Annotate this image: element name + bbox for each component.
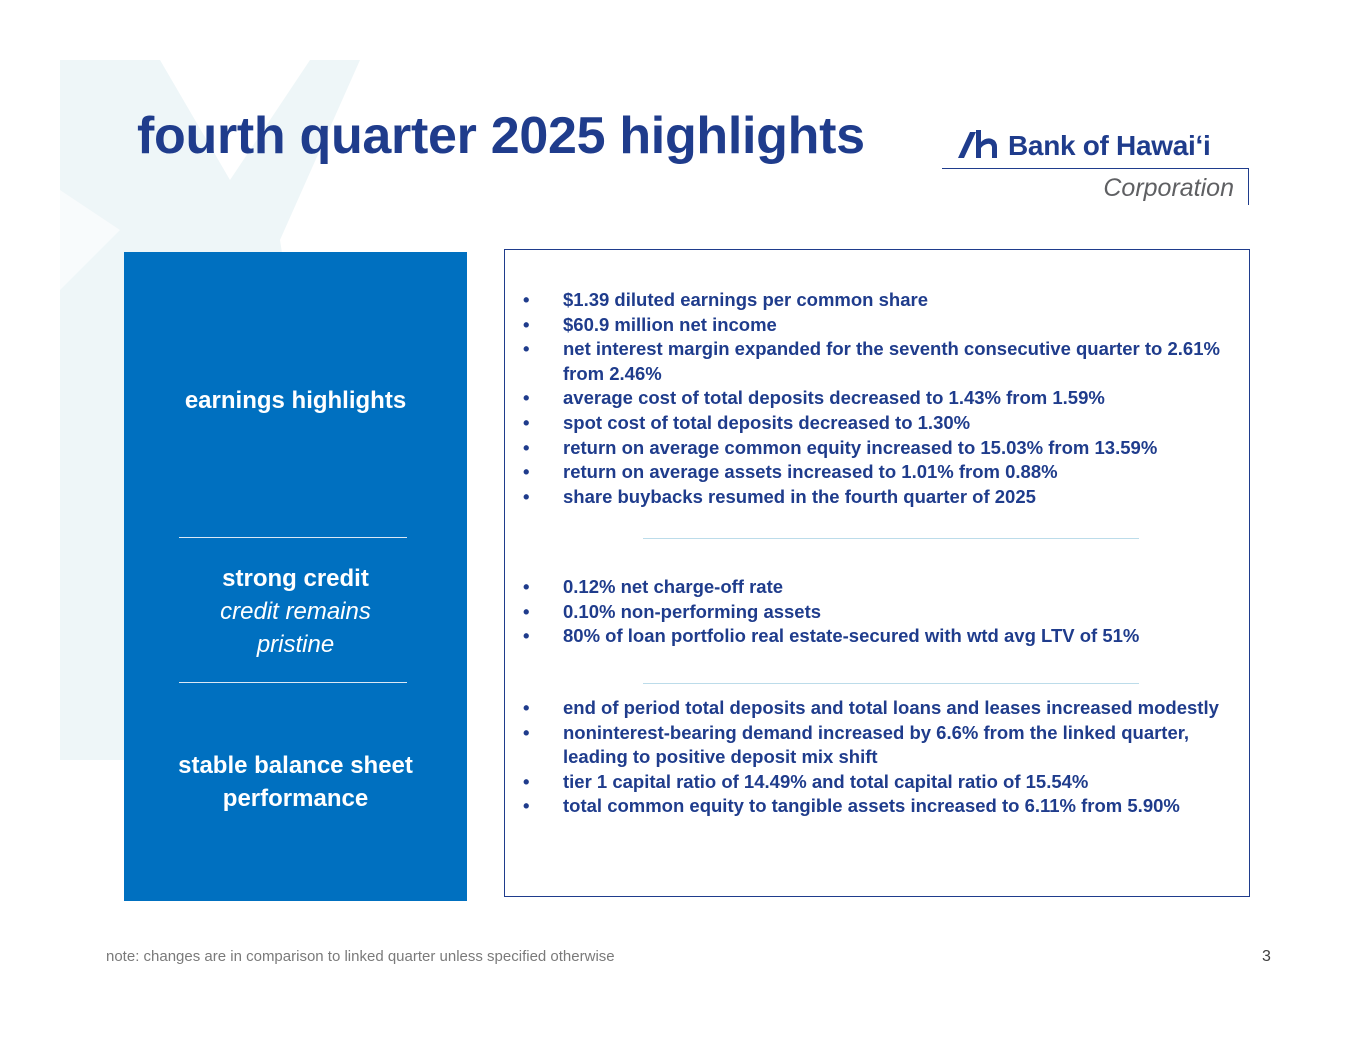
logo-vertical-rule — [1248, 168, 1249, 205]
bullet-icon: • — [523, 461, 530, 483]
bullet-icon: • — [523, 313, 530, 335]
list-item: • return on average assets increased to 1… — [523, 460, 1239, 485]
section-heading-balance-sheet: stable balance sheet performance — [124, 749, 467, 815]
panel-divider — [179, 682, 407, 683]
bullet-icon: • — [523, 600, 530, 622]
section-divider — [643, 538, 1139, 539]
list-item-text: net interest margin expanded for the sev… — [563, 338, 1220, 384]
list-item-text: 0.10% non-performing assets — [563, 600, 822, 622]
list-item-text: total common equity to tangible assets i… — [563, 795, 1180, 817]
bullet-list-earnings: • $1.39 diluted earnings per common share… — [523, 288, 1239, 509]
bank-logo-icon — [958, 130, 997, 158]
list-item-text: average cost of total deposits decreased… — [563, 387, 1105, 409]
bullet-icon: • — [523, 436, 530, 458]
bullet-icon: • — [523, 697, 530, 718]
bullet-icon: • — [523, 387, 530, 409]
list-item-text: share buybacks resumed in the fourth qua… — [563, 485, 1036, 507]
section-heading-label: stable balance sheet performance — [178, 752, 413, 812]
bullet-icon: • — [523, 770, 530, 792]
list-item-text: 0.12% net charge-off rate — [563, 576, 784, 597]
section-heading-earnings: earnings highlights — [124, 384, 467, 417]
list-item: • $60.9 million net income — [523, 313, 1239, 338]
panel-divider — [179, 537, 407, 538]
bullet-icon: • — [523, 625, 530, 647]
bullet-icon: • — [523, 576, 530, 597]
list-item: • $1.39 diluted earnings per common share — [523, 288, 1239, 313]
bank-logo-name: Bank of Hawaiʻi — [1008, 130, 1211, 161]
category-panel: earnings highlights strong credit credit… — [124, 252, 467, 901]
list-item: • net interest margin expanded for the se… — [523, 337, 1239, 386]
bullet-list-credit: • 0.12% net charge-off rate • 0.10% non-pe… — [523, 575, 1239, 649]
list-item: • 0.12% net charge-off rate — [523, 575, 1239, 600]
list-item-text: spot cost of total deposits decreased to… — [563, 411, 971, 433]
list-item: • total common equity to tangible assets … — [523, 794, 1239, 819]
list-item-text: 80% of loan portfolio real estate-secure… — [563, 625, 1140, 647]
section-divider — [643, 683, 1139, 684]
list-item: • share buybacks resumed in the fourth qu… — [523, 485, 1239, 510]
logo-divider — [942, 168, 1249, 169]
bullet-list-balance-sheet: • end of period total deposits and total … — [523, 696, 1239, 819]
bullet-icon: • — [523, 795, 530, 817]
list-item: • average cost of total deposits decrease… — [523, 386, 1239, 411]
list-item-text: return on average assets increased to 1.… — [563, 461, 1058, 483]
section-subheading: credit remains pristine — [220, 598, 371, 658]
bullet-icon: • — [523, 289, 530, 310]
list-item: • tier 1 capital ratio of 14.49% and tota… — [523, 770, 1239, 795]
list-item: • noninterest-bearing demand increased by… — [523, 721, 1239, 770]
list-item-text: tier 1 capital ratio of 14.49% and total… — [563, 770, 1089, 792]
bullet-icon: • — [523, 721, 530, 743]
bank-logo-subtitle: Corporation — [1103, 174, 1234, 202]
bank-logo: Bank of Hawaiʻi Corporation — [942, 118, 1254, 210]
list-item-text: noninterest-bearing demand increased by … — [563, 721, 1190, 768]
list-item: • return on average common equity increas… — [523, 436, 1239, 461]
highlights-box: • $1.39 diluted earnings per common share… — [504, 249, 1250, 897]
page-title: fourth quarter 2025 highlights — [137, 107, 865, 165]
list-item: • 80% of loan portfolio real estate-secur… — [523, 624, 1239, 649]
section-heading-label: earnings highlights — [184, 387, 407, 414]
page-number: 3 — [1262, 948, 1271, 965]
bullet-icon: • — [523, 411, 530, 433]
bullet-icon: • — [523, 485, 530, 507]
list-item: • 0.10% non-performing assets — [523, 600, 1239, 625]
section-heading-credit: strong credit credit remains pristine — [124, 562, 467, 661]
footnote: note: changes are in comparison to linke… — [106, 948, 615, 965]
list-item: • end of period total deposits and total … — [523, 696, 1239, 721]
list-item-text: end of period total deposits and total l… — [563, 697, 1219, 718]
list-item: • spot cost of total deposits decreased t… — [523, 411, 1239, 436]
section-heading-label: strong credit — [222, 565, 369, 592]
list-item-text: $60.9 million net income — [563, 313, 777, 335]
bullet-icon: • — [523, 338, 530, 360]
list-item-text: $1.39 diluted earnings per common share — [563, 289, 928, 310]
list-item-text: return on average common equity increase… — [563, 436, 1158, 458]
